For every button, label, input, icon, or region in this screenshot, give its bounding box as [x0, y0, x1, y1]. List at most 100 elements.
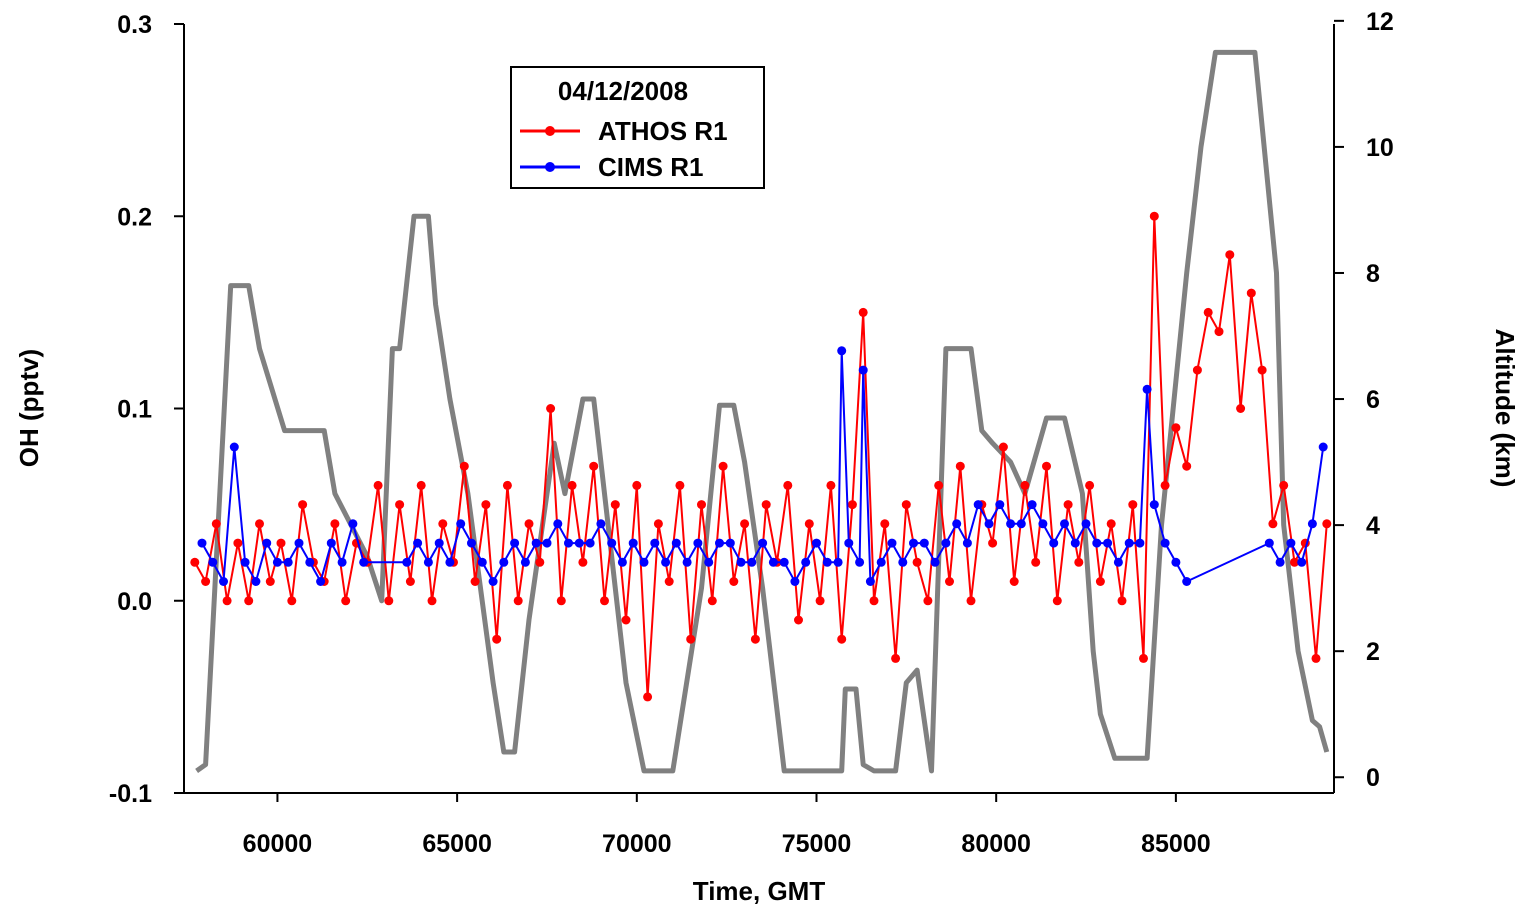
cims-r1-point: [1060, 519, 1069, 529]
cims-r1-point: [725, 538, 735, 548]
cims-r1-point: [650, 538, 660, 548]
legend-marker-cims: [545, 162, 555, 172]
athos-r1-point: [1139, 653, 1148, 663]
athos-r1-point: [675, 480, 685, 490]
athos-r1-point: [891, 653, 901, 663]
cims-r1-point: [434, 538, 444, 548]
athos-r1-point: [524, 519, 534, 529]
cims-r1-point: [316, 577, 326, 586]
legend-label-cims: CIMS R1: [598, 152, 703, 182]
y2-tick-label: 0: [1366, 764, 1380, 792]
cims-r1-point: [197, 538, 207, 548]
cims-r1-point: [1171, 557, 1181, 567]
cims-r1-point: [305, 557, 315, 567]
athos-r1-point: [718, 461, 728, 471]
athos-r1-point: [1268, 519, 1278, 529]
athos-r1-point: [1052, 596, 1062, 606]
y2-tick-label: 6: [1366, 386, 1380, 414]
athos-r1-point: [761, 500, 771, 510]
x-tick-label: 85000: [1141, 830, 1211, 858]
y2-axis-title: Altitude (km): [1490, 329, 1520, 488]
athos-r1-point: [880, 519, 890, 529]
athos-r1-point: [643, 692, 653, 702]
cims-r1-point: [553, 519, 563, 529]
altitude-line: [195, 49, 1330, 774]
cims-r1-point: [1081, 519, 1091, 529]
cims-r1-point: [520, 557, 530, 567]
athos-r1-point: [729, 577, 739, 586]
athos-r1-point: [373, 480, 383, 490]
x-tick-label: 80000: [961, 830, 1031, 858]
athos-r1-point: [1009, 577, 1019, 586]
y-tick-label: 0.2: [117, 203, 152, 231]
cims-r1-point: [1070, 538, 1080, 548]
athos-r1-point: [416, 480, 426, 490]
y2-tick-label: 12: [1366, 8, 1394, 36]
cims-r1-point: [1297, 557, 1307, 567]
athos-r1-point: [556, 596, 566, 606]
x-tick-label: 60000: [243, 830, 313, 858]
athos-r1-point: [998, 442, 1008, 452]
cims-r1-point: [1142, 384, 1152, 394]
athos-r1-point: [578, 557, 588, 567]
x-tick-label: 70000: [602, 830, 672, 858]
cims-r1-point: [693, 538, 703, 548]
cims-r1-point: [898, 557, 908, 567]
legend-label-athos: ATHOS R1: [598, 116, 728, 146]
athos-r1-point: [815, 596, 825, 606]
cims-r1-point: [984, 519, 994, 529]
cims-r1-point: [467, 538, 476, 548]
cims-r1-point: [941, 538, 951, 548]
cims-r1-point: [822, 557, 832, 567]
cims-r1-point: [326, 538, 336, 548]
cims-r1-point: [715, 538, 724, 548]
athos-r1-point: [1311, 653, 1321, 663]
cims-r1-point: [229, 442, 239, 452]
athos-r1-point: [1095, 577, 1105, 586]
cims-r1-point: [1092, 538, 1102, 548]
cims-r1-point: [1275, 557, 1285, 567]
y2-tick-label: 4: [1366, 512, 1380, 540]
cims-r1-point: [251, 577, 261, 586]
cims-r1-point: [1149, 500, 1159, 510]
athos-r1-point: [1279, 480, 1289, 490]
athos-r1-line: [193, 215, 1328, 698]
cims-r1-point: [858, 365, 868, 375]
cims-r1-point: [768, 557, 778, 567]
athos-r1-point: [330, 519, 340, 529]
legend-title: 04/12/2008: [558, 76, 688, 106]
cims-r1-point: [1103, 538, 1113, 548]
athos-r1-point: [1128, 500, 1138, 510]
cims-r1-point: [1006, 519, 1016, 529]
athos-r1-point: [707, 596, 717, 606]
athos-r1-point: [1063, 500, 1073, 510]
athos-r1-point: [697, 500, 706, 510]
x-axis-title: Time, GMT: [693, 876, 826, 906]
athos-r1-point: [211, 519, 221, 529]
athos-r1-point: [1182, 461, 1192, 471]
cims-r1-point: [423, 557, 433, 567]
cims-r1-point: [876, 557, 886, 567]
cims-r1-point: [477, 557, 487, 567]
cims-r1-point: [801, 557, 811, 567]
athos-r1-point: [502, 480, 512, 490]
athos-r1-point: [901, 500, 911, 510]
athos-r1-point: [1117, 596, 1127, 606]
athos-r1-point: [966, 596, 976, 606]
athos-r1-point: [1042, 461, 1051, 471]
cims-r1-point: [574, 538, 584, 548]
athos-r1-point: [1149, 211, 1159, 221]
cims-r1-point: [952, 519, 962, 529]
cims-r1-point: [855, 557, 865, 567]
x-tick-label: 65000: [422, 830, 492, 858]
athos-r1-point: [470, 577, 480, 586]
athos-r1-point: [750, 634, 760, 644]
athos-r1-point: [438, 519, 448, 529]
cims-r1-point: [671, 538, 681, 548]
y2-tick-label: 10: [1366, 134, 1394, 162]
athos-r1-point: [481, 500, 491, 510]
y2-tick-label: 8: [1366, 260, 1380, 288]
x-tick-label: 75000: [782, 830, 852, 858]
cims-r1-point: [1038, 519, 1048, 529]
athos-r1-point: [1085, 480, 1095, 490]
